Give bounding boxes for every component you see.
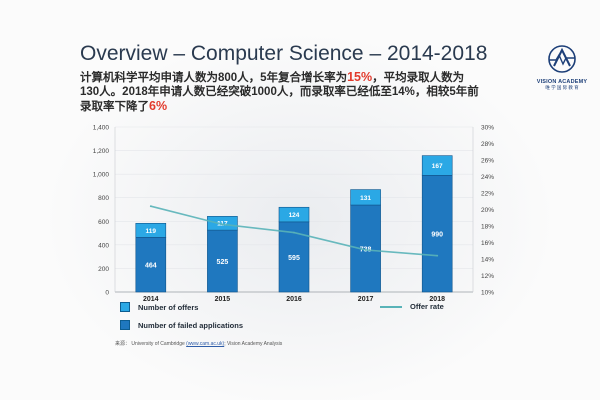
source-text: University of Cambridge (131, 341, 185, 347)
x-axis-tick-label-2018: 2018 (429, 296, 445, 303)
offer-rate-point-2017 (364, 249, 367, 251)
legend-label-failed: Number of failed applications (138, 320, 244, 330)
offer-rate-point-2015 (221, 223, 224, 226)
legend-swatch-offers (120, 302, 130, 312)
data-label-failed-2014: 464 (145, 263, 157, 270)
bar-offers-2015 (207, 216, 238, 231)
offer-rate-point-2018 (436, 254, 439, 257)
left-axis-tick-label: 1,000 (93, 172, 110, 179)
legend-item-offers: Number of offers (120, 302, 198, 312)
data-label-failed-2016: 595 (288, 255, 300, 262)
left-axis-tick-label: 200 (98, 266, 109, 273)
data-label-offers-2018: 167 (432, 163, 443, 170)
x-axis-tick-label-2014: 2014 (143, 296, 159, 303)
right-axis-tick-label: 26% (481, 158, 494, 165)
subtitle-text-2: ，平均录取人数为130人。2018年申请人数已经突破1000人，而录取率已经低至… (80, 72, 479, 113)
legend-label-offers: Number of offers (138, 302, 199, 312)
left-axis-tick-label: 400 (98, 242, 109, 249)
slide-subtitle: 计算机科学平均申请人数为800人，5年复合增长率为15%，平均录取人数为130人… (80, 70, 480, 114)
right-axis-tick-label: 14% (481, 257, 494, 264)
bar-offers-2018 (421, 155, 453, 176)
data-label-offers-2014: 119 (146, 228, 157, 235)
source-link[interactable]: (www.cam.ac.uk) (186, 341, 225, 347)
source-label: 来源： (115, 341, 131, 347)
source-suffix: ; Vision Academy Analysis (224, 341, 283, 347)
bar-failed-2017 (350, 204, 381, 293)
right-axis-tick-label: 16% (481, 240, 494, 247)
x-axis-tick-label-2015: 2015 (215, 296, 231, 303)
vision-academy-logo: VISION ACADEMY 唯 学 国 际 教 育 (536, 44, 588, 91)
data-label-offers-2017: 131 (360, 195, 371, 202)
right-axis-tick-label: 18% (481, 224, 494, 231)
data-label-failed-2018: 990 (431, 232, 443, 239)
data-label-offers-2016: 124 (289, 212, 300, 219)
right-axis-tick-label: 12% (481, 273, 494, 280)
right-axis-tick-label: 22% (481, 191, 494, 198)
data-label-failed-2015: 525 (217, 259, 229, 266)
legend-swatch-failed (120, 320, 130, 330)
legend-line-offer-rate (380, 305, 402, 308)
bar-failed-2015 (207, 229, 238, 293)
vision-academy-logo-icon (548, 45, 576, 73)
subtitle-text-1: 计算机科学平均申请人数为800人，5年复合增长率为 (80, 72, 348, 84)
x-axis-tick-label-2016: 2016 (286, 296, 302, 303)
subtitle-highlight-cagr: 15% (347, 70, 373, 84)
legend-item-offer-rate: Offer rate (380, 302, 444, 311)
left-axis-tick-label: 600 (98, 219, 109, 226)
logo-name: VISION ACADEMY (536, 79, 588, 85)
right-axis-tick-label: 28% (481, 141, 494, 148)
x-axis-tick-label-2017: 2017 (358, 296, 374, 303)
offer-rate-point-2016 (293, 231, 295, 234)
right-axis-tick-label: 20% (481, 207, 494, 214)
left-axis-tick-label: 1,400 (93, 125, 110, 132)
logo-subtitle: 唯 学 国 际 教 育 (545, 85, 579, 90)
legend-label-offer-rate: Offer rate (410, 302, 444, 311)
legend-item-failed: Number of failed applications (120, 320, 243, 330)
source-note: 来源： University of Cambridge (www.cam.ac.… (115, 340, 282, 347)
slide-title: Overview – Computer Science – 2014-2018 (80, 42, 488, 65)
bar-offers-2016 (278, 206, 310, 223)
subtitle-highlight-drop: 6% (149, 99, 168, 113)
right-axis-tick-label: 30% (481, 125, 494, 132)
bar-offers-2017 (350, 189, 381, 206)
bar-offers-2014 (135, 222, 167, 238)
left-axis-tick-label: 0 (105, 290, 109, 297)
bar-failed-2018 (421, 175, 453, 293)
right-axis-tick-label: 24% (481, 174, 494, 181)
offer-rate-point-2014 (149, 205, 152, 208)
right-axis-tick-label: 10% (481, 290, 494, 297)
left-axis-tick-label: 800 (98, 195, 109, 202)
left-axis-tick-label: 1,200 (93, 148, 110, 155)
